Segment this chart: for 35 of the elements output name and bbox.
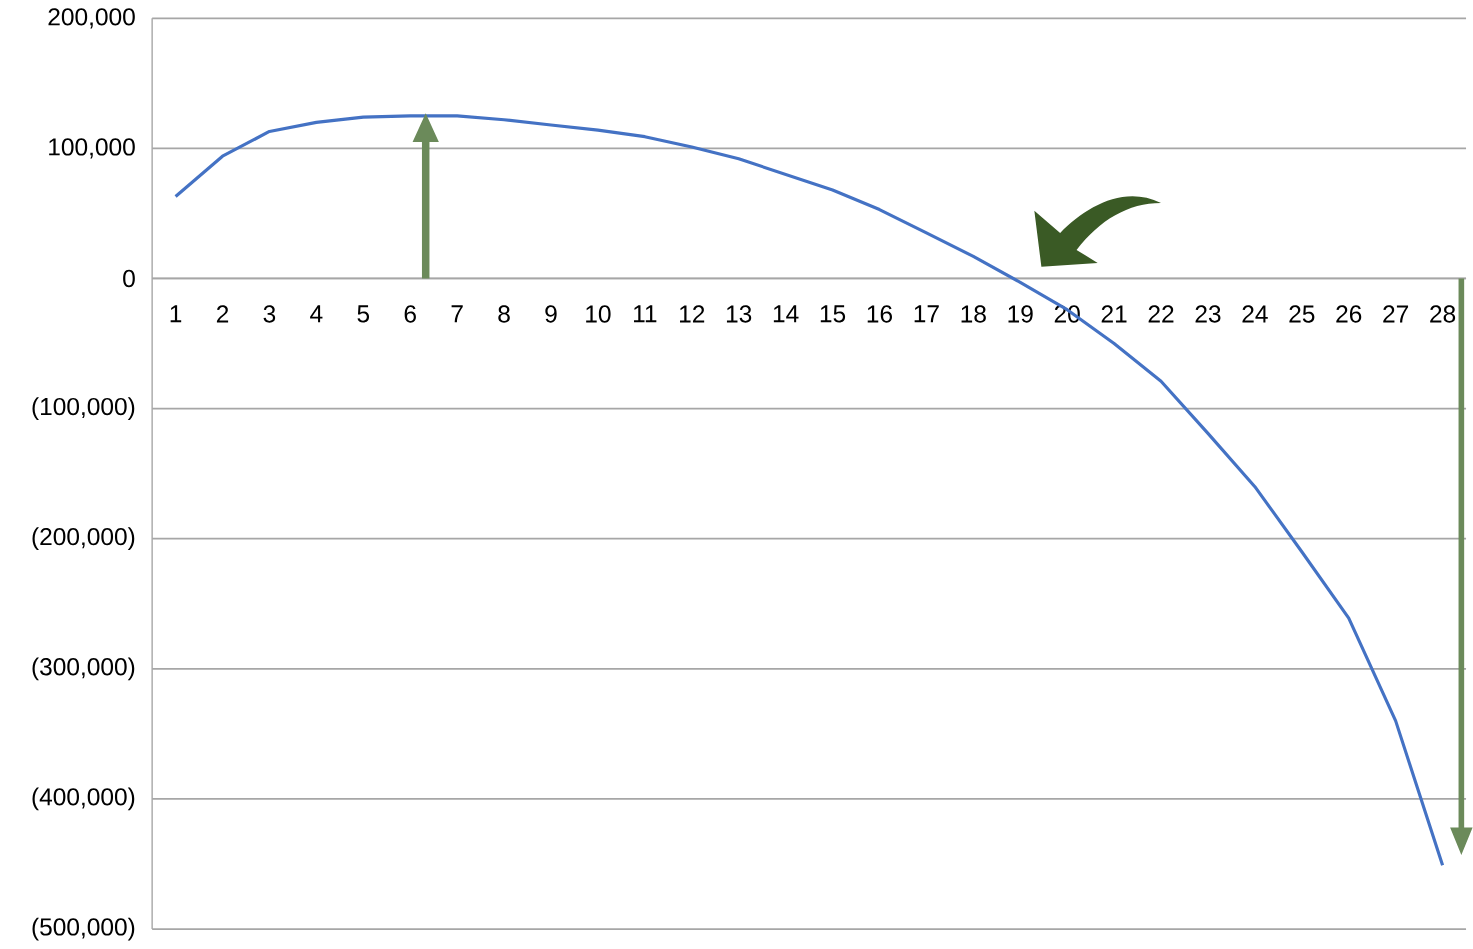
x-tick-label: 12 bbox=[680, 305, 705, 323]
y-tick-label: 0 bbox=[123, 270, 135, 288]
y-tick-label: (500,000) bbox=[32, 917, 135, 941]
x-tick-label: 27 bbox=[1383, 305, 1409, 323]
x-tick-label: 24 bbox=[1242, 305, 1268, 323]
x-tick-label: 16 bbox=[867, 305, 892, 323]
x-tick-label: 2 bbox=[216, 305, 229, 323]
x-tick-label: 4 bbox=[310, 305, 323, 323]
x-tick-label: 5 bbox=[357, 305, 370, 323]
x-tick-label: 7 bbox=[451, 305, 463, 323]
x-tick-label: 18 bbox=[961, 305, 986, 323]
x-tick-label: 6 bbox=[404, 305, 416, 323]
x-tick-label: 9 bbox=[545, 305, 557, 323]
x-tick-label: 28 bbox=[1430, 305, 1456, 323]
x-tick-label: 11 bbox=[634, 305, 657, 323]
x-tick-label: 23 bbox=[1195, 305, 1221, 323]
y-tick-label: (300,000) bbox=[32, 657, 135, 681]
x-tick-label: 10 bbox=[586, 305, 611, 323]
x-tick-label: 3 bbox=[263, 305, 276, 323]
x-tick-label: 19 bbox=[1008, 305, 1033, 323]
y-tick-label: (200,000) bbox=[32, 527, 135, 551]
x-tick-label: 17 bbox=[914, 305, 939, 323]
x-tick-label: 8 bbox=[498, 305, 510, 323]
x-tick-label: 1 bbox=[170, 305, 182, 323]
x-tick-label: 14 bbox=[773, 305, 799, 323]
y-tick-label: 100,000 bbox=[49, 138, 135, 159]
x-tick-label: 25 bbox=[1289, 305, 1315, 323]
y-tick-label: (100,000) bbox=[32, 397, 135, 421]
y-tick-label: 200,000 bbox=[48, 8, 135, 29]
y-tick-label: (400,000) bbox=[32, 787, 135, 811]
x-tick-label: 15 bbox=[820, 305, 846, 323]
x-tick-label: 26 bbox=[1336, 305, 1362, 323]
x-tick-label: 21 bbox=[1101, 305, 1127, 323]
x-tick-label: 13 bbox=[726, 305, 752, 323]
x-tick-label: 22 bbox=[1148, 305, 1174, 323]
